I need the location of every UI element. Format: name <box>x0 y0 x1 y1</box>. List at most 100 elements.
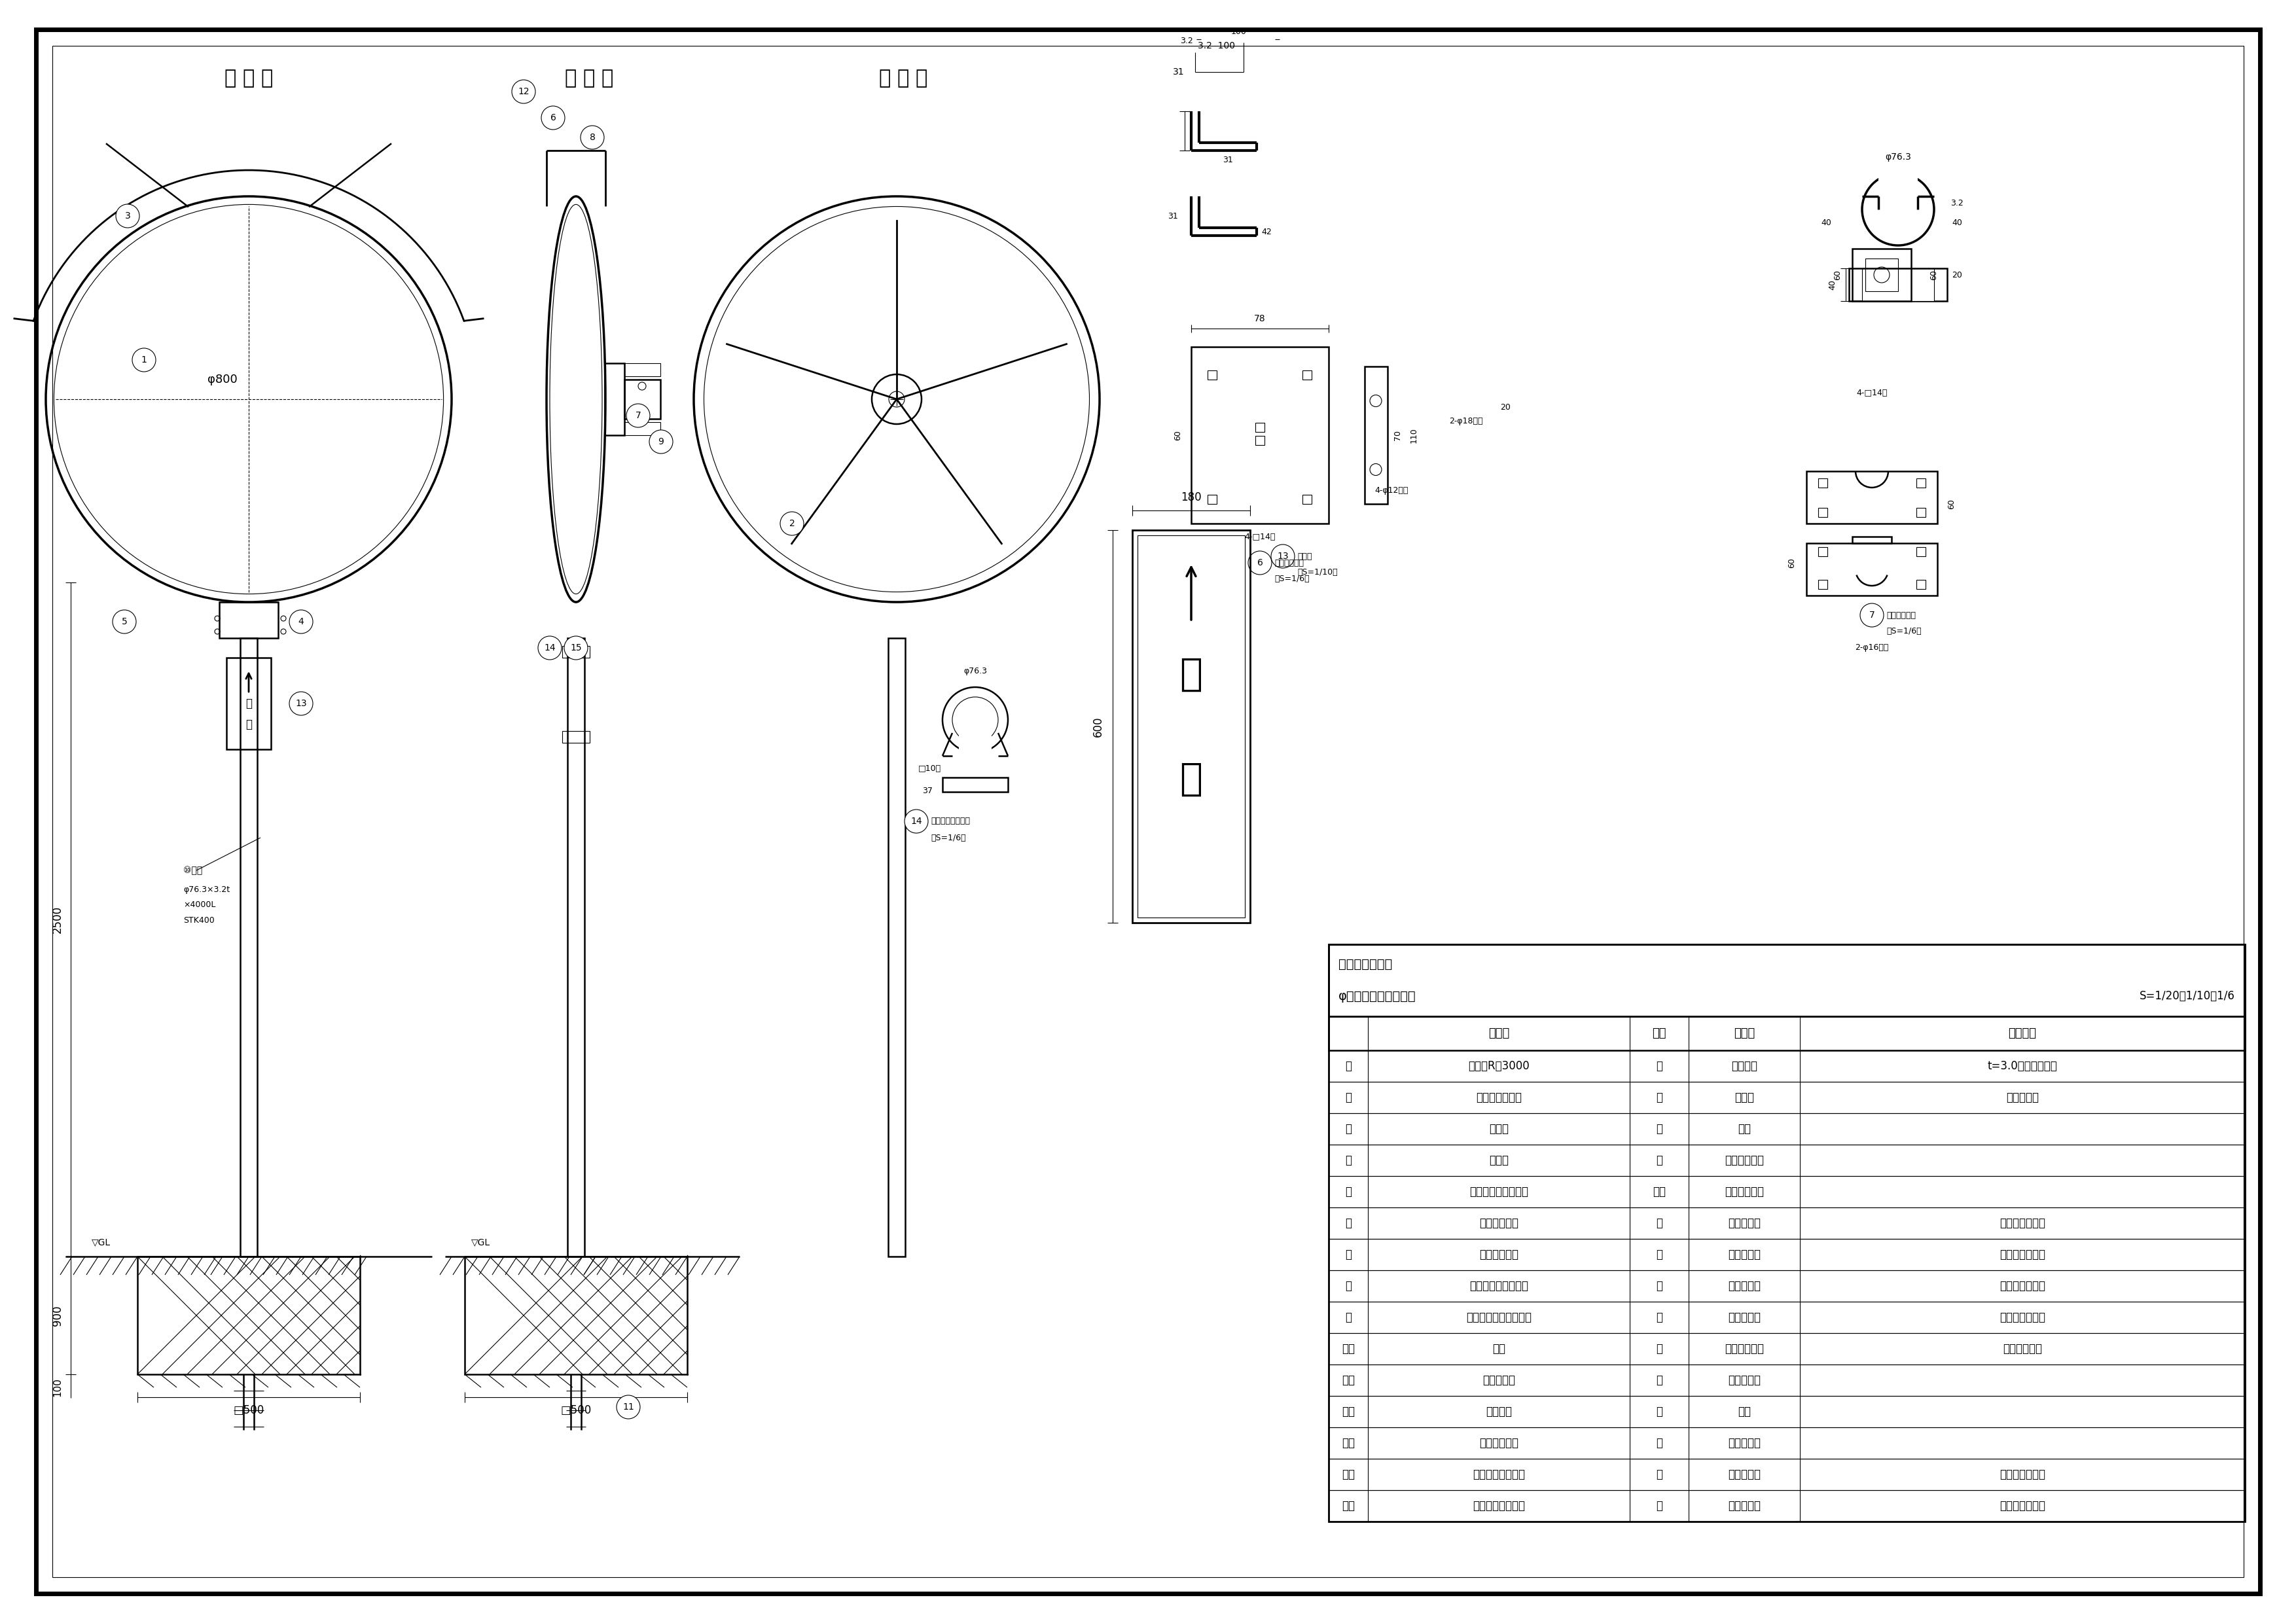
Circle shape <box>618 1396 641 1419</box>
Text: 9: 9 <box>659 437 664 446</box>
Bar <box>1364 367 1387 503</box>
Circle shape <box>113 610 135 633</box>
Bar <box>1208 495 1217 503</box>
Circle shape <box>537 636 563 659</box>
Circle shape <box>1860 604 1883 626</box>
Text: １０: １０ <box>1341 1342 1355 1355</box>
Text: φ76.3: φ76.3 <box>964 667 987 675</box>
Text: フード: フード <box>1490 1123 1508 1134</box>
Text: 6: 6 <box>1256 558 1263 568</box>
Bar <box>1132 531 1249 923</box>
Text: 鏡面　R＝3000: 鏡面 R＝3000 <box>1467 1060 1529 1071</box>
Text: 2-φ18キリ: 2-φ18キリ <box>1449 417 1483 425</box>
Text: 40: 40 <box>1828 279 1837 291</box>
Text: 70: 70 <box>1394 430 1401 440</box>
Text: 規格仕様: 規格仕様 <box>2009 1027 2037 1039</box>
Text: 6: 6 <box>551 114 556 122</box>
Text: ＳＭＣ成型: ＳＭＣ成型 <box>2007 1092 2039 1104</box>
Text: 900: 900 <box>53 1305 64 1326</box>
Text: 7: 7 <box>636 411 641 420</box>
Text: 4-φ12キリ: 4-φ12キリ <box>1375 487 1407 495</box>
Text: φ76.3×3.2t: φ76.3×3.2t <box>184 886 230 894</box>
Text: 40: 40 <box>1821 217 1832 227</box>
Text: 40: 40 <box>1952 217 1963 227</box>
Text: 60: 60 <box>1835 269 1841 281</box>
Text: 4-□14穴: 4-□14穴 <box>1857 388 1887 398</box>
Text: １３: １３ <box>1341 1436 1355 1449</box>
Text: ＳＳ４００: ＳＳ４００ <box>1729 1375 1761 1386</box>
Bar <box>1329 945 2245 1522</box>
Bar <box>1917 479 1926 487</box>
Bar <box>563 646 590 657</box>
Text: 13: 13 <box>296 700 308 708</box>
Bar <box>464 1256 687 1375</box>
Text: 支柱取付金具: 支柱取付金具 <box>1887 610 1915 620</box>
Text: １: １ <box>1655 1123 1662 1134</box>
Text: 20: 20 <box>1499 404 1511 412</box>
Text: ＳＳ４００: ＳＳ４００ <box>1729 1217 1761 1229</box>
Text: 3: 3 <box>124 211 131 221</box>
Circle shape <box>1249 552 1272 575</box>
Text: ⑩支柱: ⑩支柱 <box>184 865 202 875</box>
Text: 110: 110 <box>1410 427 1419 443</box>
Text: 裏板取付金具: 裏板取付金具 <box>1479 1217 1518 1229</box>
Text: 3.2  100: 3.2 100 <box>1199 41 1235 50</box>
Text: 42: 42 <box>1261 227 1272 235</box>
Circle shape <box>905 810 928 833</box>
Bar <box>1329 1050 2245 1083</box>
Bar <box>1807 544 1938 596</box>
Text: 4: 4 <box>298 617 303 626</box>
Text: 材　質: 材 質 <box>1733 1027 1754 1039</box>
Text: 溶融亜鉛メッキ: 溶融亜鉛メッキ <box>2000 1248 2046 1261</box>
Text: 31: 31 <box>1224 156 1233 164</box>
Bar <box>1329 1396 2245 1427</box>
Text: 14: 14 <box>544 643 556 652</box>
Text: 20: 20 <box>1952 271 1963 279</box>
Bar <box>1329 1113 2245 1144</box>
Text: アルミニウム: アルミニウム <box>1724 1186 1763 1198</box>
Text: ＰＭＭＡ: ＰＭＭＡ <box>1731 1060 1756 1071</box>
Bar <box>1329 1490 2245 1522</box>
Circle shape <box>133 349 156 372</box>
Text: ４: ４ <box>1655 1281 1662 1292</box>
Text: 2500: 2500 <box>53 906 64 933</box>
Text: 3.2: 3.2 <box>1952 198 1963 208</box>
Text: ６: ６ <box>1345 1217 1352 1229</box>
Bar <box>1329 1208 2245 1238</box>
Text: 180: 180 <box>1180 492 1201 503</box>
Text: １: １ <box>1655 1375 1662 1386</box>
Text: STK400: STK400 <box>184 915 214 925</box>
Text: １: １ <box>1655 1248 1662 1261</box>
Circle shape <box>115 204 140 227</box>
Circle shape <box>512 80 535 104</box>
Text: ７: ７ <box>1345 1248 1352 1261</box>
Text: １: １ <box>1655 1092 1662 1104</box>
Text: 8: 8 <box>590 133 595 143</box>
Text: 60: 60 <box>1173 430 1182 440</box>
Bar <box>1329 1083 2245 1113</box>
Text: （S=1/6）: （S=1/6） <box>930 834 967 842</box>
Text: ＳＳ４００: ＳＳ４００ <box>1729 1469 1761 1480</box>
Text: １: １ <box>1655 1406 1662 1417</box>
Bar <box>1329 1302 2245 1332</box>
Text: □10穴: □10穴 <box>918 764 941 773</box>
Bar <box>941 777 1008 792</box>
Bar <box>1329 1459 2245 1490</box>
Bar <box>1878 170 1917 209</box>
Bar <box>625 422 661 435</box>
Bar <box>1329 1016 2245 1050</box>
Text: ４: ４ <box>1655 1311 1662 1323</box>
Text: １: １ <box>1655 1060 1662 1071</box>
Bar <box>1862 274 1933 300</box>
Text: 溶融亜鉛メッキ: 溶融亜鉛メッキ <box>2000 1217 2046 1229</box>
Bar <box>1818 479 1828 487</box>
Text: t=3.0㎜・真空蒸着: t=3.0㎜・真空蒸着 <box>1988 1060 2057 1071</box>
Text: （S=1/10）: （S=1/10） <box>1297 568 1339 576</box>
Text: 14: 14 <box>912 816 923 826</box>
Circle shape <box>581 125 604 149</box>
Text: 37: 37 <box>923 786 932 795</box>
Circle shape <box>289 691 312 716</box>
Text: ＦＲＰ: ＦＲＰ <box>1733 1092 1754 1104</box>
Bar <box>1256 437 1265 445</box>
Circle shape <box>650 430 673 453</box>
